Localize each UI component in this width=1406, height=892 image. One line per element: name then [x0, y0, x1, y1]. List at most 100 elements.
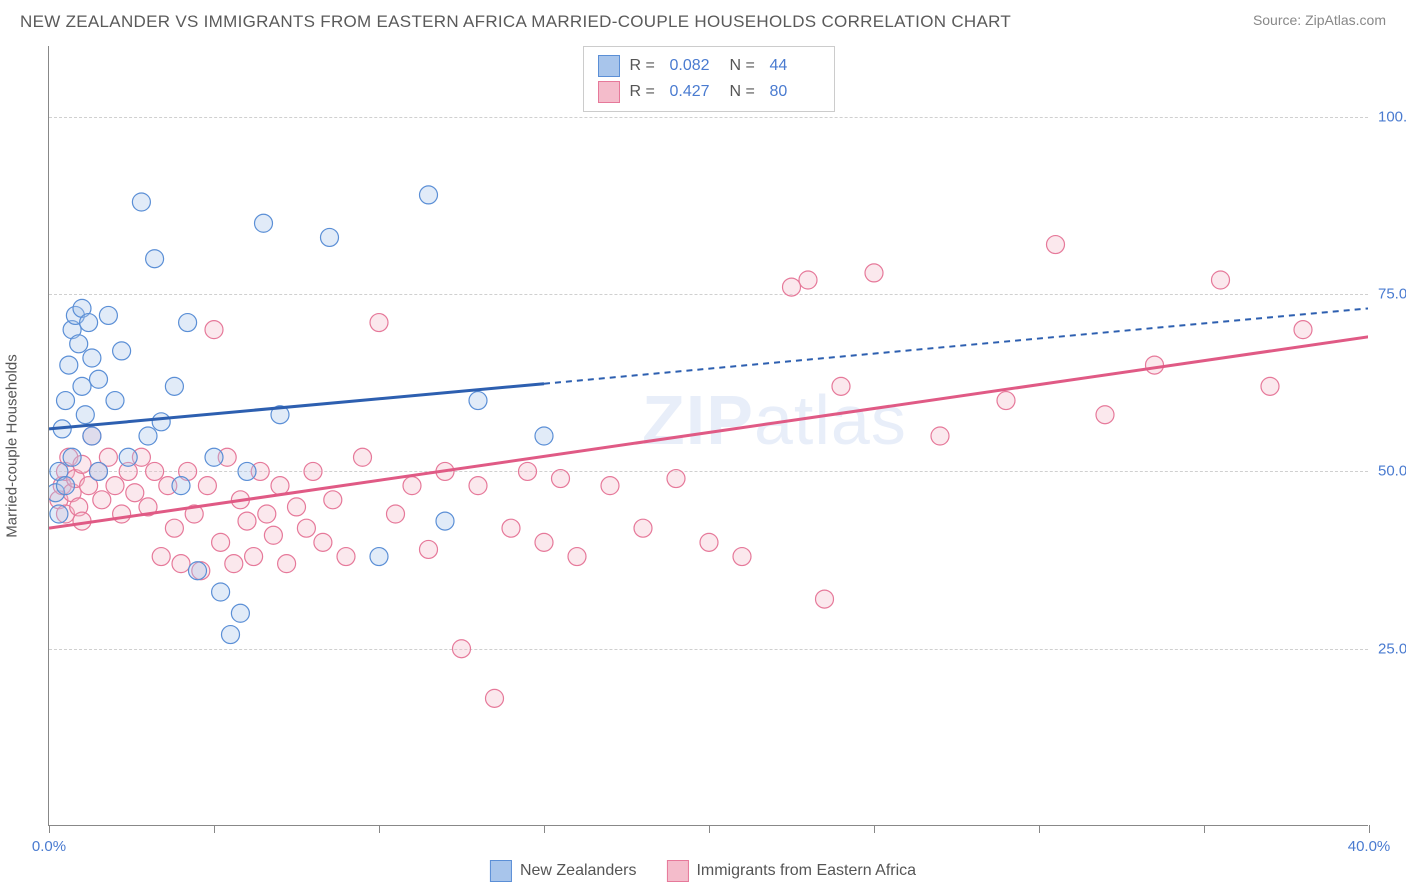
x-tick-mark [874, 825, 875, 833]
scatter-point [205, 448, 223, 466]
scatter-point [264, 526, 282, 544]
scatter-point [634, 519, 652, 537]
scatter-point [146, 250, 164, 268]
scatter-point [1261, 377, 1279, 395]
scatter-point [420, 186, 438, 204]
scatter-point [552, 470, 570, 488]
series-legend-label: New Zealanders [520, 862, 637, 880]
scatter-point [469, 477, 487, 495]
r-label: R = [630, 57, 660, 75]
x-tick-mark [1369, 825, 1370, 833]
chart-plot-area: ZIPatlas R =0.082N =44R =0.427N =80 25.0… [48, 46, 1368, 826]
scatter-point [83, 427, 101, 445]
scatter-point [354, 448, 372, 466]
scatter-point [601, 477, 619, 495]
y-tick-label: 25.0% [1378, 640, 1406, 657]
scatter-point [832, 377, 850, 395]
n-label: N = [730, 83, 760, 101]
scatter-point [535, 427, 553, 445]
scatter-point [50, 505, 68, 523]
scatter-point [172, 555, 190, 573]
scatter-point [997, 392, 1015, 410]
scatter-point [60, 356, 78, 374]
scatter-point [271, 477, 289, 495]
scatter-point [222, 626, 240, 644]
scatter-point [106, 477, 124, 495]
x-tick-mark [379, 825, 380, 833]
scatter-point [80, 314, 98, 332]
scatter-point [245, 548, 263, 566]
correlation-legend-row: R =0.427N =80 [598, 79, 820, 105]
r-value: 0.082 [670, 57, 720, 75]
scatter-point [420, 540, 438, 558]
scatter-point [535, 533, 553, 551]
scatter-point [324, 491, 342, 509]
scatter-point [225, 555, 243, 573]
correlation-legend-row: R =0.082N =44 [598, 53, 820, 79]
scatter-point [288, 498, 306, 516]
scatter-point [304, 462, 322, 480]
scatter-point [179, 314, 197, 332]
scatter-point [700, 533, 718, 551]
scatter-point [370, 314, 388, 332]
scatter-point [486, 689, 504, 707]
scatter-point [165, 519, 183, 537]
scatter-point [57, 392, 75, 410]
scatter-point [212, 583, 230, 601]
scatter-point [403, 477, 421, 495]
scatter-point [733, 548, 751, 566]
x-tick-label: 40.0% [1348, 838, 1391, 855]
scatter-point [63, 448, 81, 466]
scatter-point [370, 548, 388, 566]
scatter-point [255, 214, 273, 232]
scatter-point [238, 512, 256, 530]
scatter-point [387, 505, 405, 523]
scatter-point [1294, 321, 1312, 339]
scatter-point [816, 590, 834, 608]
n-value: 44 [770, 57, 820, 75]
scatter-point [212, 533, 230, 551]
scatter-point [113, 505, 131, 523]
scatter-point [321, 228, 339, 246]
trend-line [49, 337, 1368, 528]
scatter-point [865, 264, 883, 282]
y-tick-label: 75.0% [1378, 286, 1406, 303]
scatter-point [783, 278, 801, 296]
scatter-point [1047, 236, 1065, 254]
source-label: Source: ZipAtlas.com [1253, 12, 1386, 28]
correlation-legend: R =0.082N =44R =0.427N =80 [583, 46, 835, 112]
chart-title: NEW ZEALANDER VS IMMIGRANTS FROM EASTERN… [20, 12, 1011, 32]
series-legend: New ZealandersImmigrants from Eastern Af… [490, 860, 916, 882]
scatter-point [278, 555, 296, 573]
scatter-point [83, 349, 101, 367]
scatter-point [337, 548, 355, 566]
scatter-point [1146, 356, 1164, 374]
scatter-point [931, 427, 949, 445]
n-value: 80 [770, 83, 820, 101]
trend-line-dashed [544, 308, 1368, 383]
legend-swatch [598, 55, 620, 77]
scatter-point [799, 271, 817, 289]
x-tick-mark [1204, 825, 1205, 833]
scatter-point [1096, 406, 1114, 424]
scatter-point [502, 519, 520, 537]
scatter-point [139, 427, 157, 445]
y-axis-label: Married-couple Households [4, 354, 21, 537]
series-legend-item: New Zealanders [490, 860, 637, 882]
scatter-point [198, 477, 216, 495]
scatter-point [231, 604, 249, 622]
scatter-point [90, 370, 108, 388]
scatter-point [70, 335, 88, 353]
scatter-point [90, 462, 108, 480]
scatter-svg [49, 46, 1368, 825]
scatter-point [258, 505, 276, 523]
x-tick-mark [709, 825, 710, 833]
x-tick-mark [1039, 825, 1040, 833]
x-tick-mark [49, 825, 50, 833]
x-tick-label: 0.0% [32, 838, 66, 855]
scatter-point [436, 512, 454, 530]
scatter-point [146, 462, 164, 480]
scatter-point [314, 533, 332, 551]
scatter-point [113, 342, 131, 360]
scatter-point [667, 470, 685, 488]
